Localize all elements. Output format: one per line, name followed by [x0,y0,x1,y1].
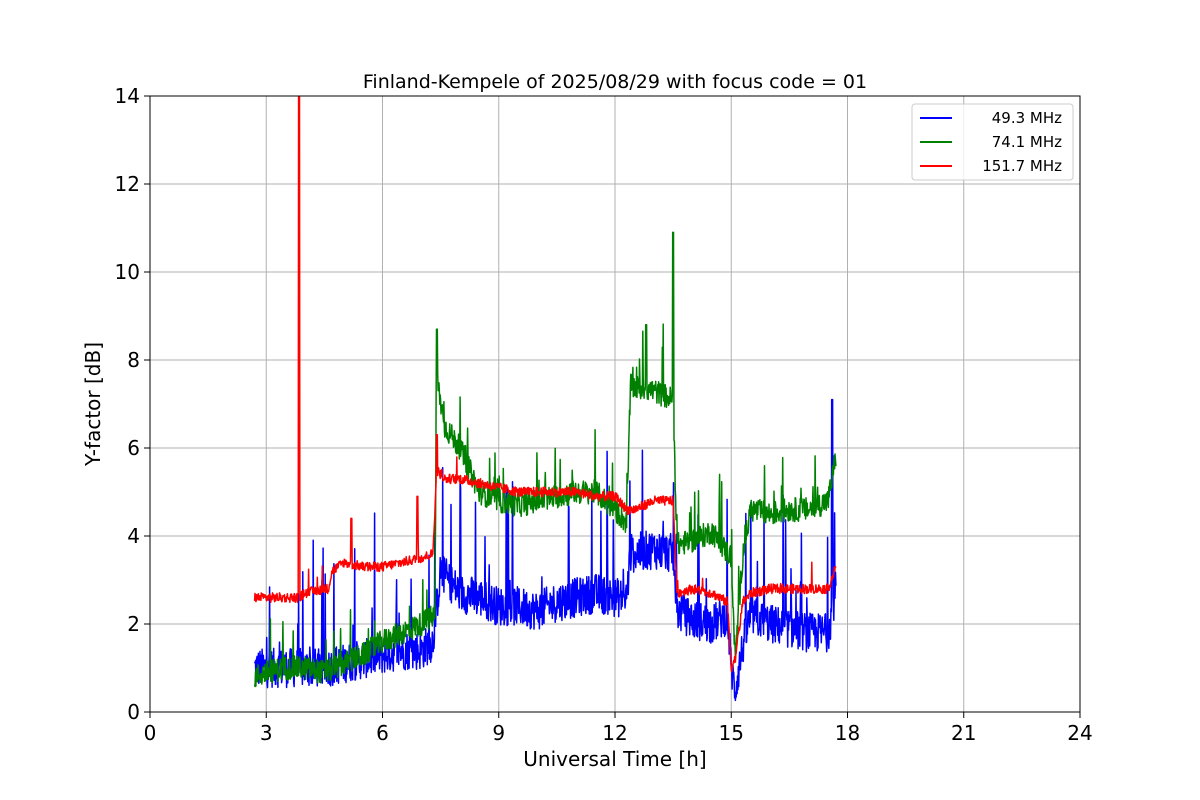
x-axis-label: Universal Time [h] [523,747,706,771]
y-axis-ticks: 0 2 4 6 8 10 12 14 [115,84,150,724]
legend-box [911,103,1074,181]
legend-label: 74.1 MHz [992,133,1062,151]
y-tick-label: 14 [115,84,140,108]
x-tick-label: 18 [835,721,860,745]
y-tick-label: 12 [115,172,140,196]
series-line [253,96,837,673]
legend: 49.3 MHz 74.1 MHz 151.7 MHz [911,103,1074,181]
plot-series [253,96,837,702]
x-axis-ticks: 0 3 6 9 12 15 18 21 24 [144,712,1093,745]
x-tick-label: 12 [602,721,627,745]
legend-label: 151.7 MHz [982,157,1062,175]
x-tick-label: 6 [376,721,389,745]
x-tick-label: 21 [951,721,976,745]
grid [149,95,1081,713]
legend-label: 49.3 MHz [992,109,1062,127]
x-tick-label: 9 [492,721,505,745]
y-tick-label: 10 [115,260,140,284]
x-tick-label: 3 [260,721,273,745]
y-tick-label: 2 [127,612,140,636]
series-line [253,398,837,702]
series-line [253,231,837,688]
y-tick-label: 6 [127,436,140,460]
chart-title: Finland-Kempele of 2025/08/29 with focus… [363,71,867,93]
y-axis-label: Y-factor [dB] [81,342,105,467]
x-tick-label: 0 [144,721,157,745]
y-tick-label: 8 [127,348,140,372]
x-tick-label: 15 [719,721,744,745]
x-tick-label: 24 [1067,721,1092,745]
y-tick-label: 4 [127,524,140,548]
y-tick-label: 0 [127,700,140,724]
